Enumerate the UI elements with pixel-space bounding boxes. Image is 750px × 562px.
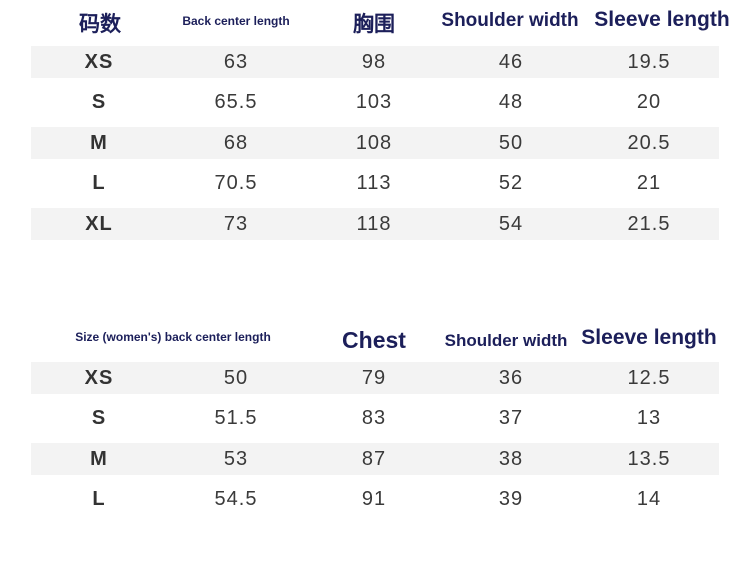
chest-cell: 108: [355, 132, 393, 154]
shoulder-cell: 50: [498, 132, 524, 154]
size-table-bottom: Size (women's) back center length Chest …: [0, 316, 750, 510]
back-length-cell: 50: [223, 367, 249, 389]
chest-cell: 79: [361, 367, 387, 389]
back-length-cell: 73: [223, 213, 249, 235]
back-length-cell: 70.5: [214, 172, 258, 194]
size-cell: XS: [84, 367, 114, 389]
table-row: XS 63 98 46 19.5: [31, 46, 719, 78]
shoulder-cell: 39: [498, 488, 524, 510]
shoulder-cell: 36: [498, 367, 524, 389]
size-table-top: 码数 Back center length 胸围 Shoulder width …: [0, 0, 750, 240]
shoulder-cell: 38: [498, 448, 524, 470]
header-sleeve-length: Sleeve length: [594, 8, 730, 31]
shoulder-cell: 54: [498, 213, 524, 235]
sleeve-cell: 21.5: [627, 213, 671, 235]
header-size: 码数: [79, 13, 121, 36]
header-shoulder-width: Shoulder width: [441, 10, 579, 31]
header-size-back-length: Size (women's) back center length: [75, 330, 271, 344]
back-length-cell: 54.5: [214, 488, 258, 510]
chest-cell: 98: [361, 51, 387, 73]
chest-cell: 118: [356, 213, 392, 235]
chest-cell: 91: [361, 488, 387, 510]
table-row: XL 73 118 54 21.5: [31, 208, 719, 240]
header-back-length: Back center length: [182, 14, 290, 28]
size-cell: XS: [84, 51, 114, 73]
shoulder-cell: 37: [498, 407, 524, 429]
size-cell: L: [92, 488, 106, 510]
shoulder-cell: 48: [498, 91, 524, 113]
sleeve-cell: 20: [636, 91, 662, 113]
header-sleeve-length: Sleeve length: [581, 326, 717, 349]
back-length-cell: 53: [223, 448, 249, 470]
table-row: M 68 108 50 20.5: [31, 127, 719, 159]
header-shoulder-width: Shoulder width: [444, 331, 568, 350]
shoulder-cell: 52: [498, 172, 524, 194]
chest-cell: 103: [355, 91, 393, 113]
sleeve-cell: 20.5: [627, 132, 671, 154]
header-chest: Chest: [342, 327, 406, 353]
table-header: 码数 Back center length 胸围 Shoulder width …: [0, 0, 750, 44]
sleeve-cell: 21: [636, 172, 662, 194]
chest-cell: 113: [356, 172, 392, 194]
back-length-cell: 51.5: [214, 407, 258, 429]
size-cell: S: [91, 91, 107, 113]
back-length-cell: 65.5: [214, 91, 258, 113]
sleeve-cell: 14: [636, 488, 662, 510]
size-cell: M: [90, 448, 108, 470]
sleeve-cell: 13.5: [627, 448, 671, 470]
sleeve-cell: 19.5: [627, 51, 671, 73]
chest-cell: 83: [361, 407, 387, 429]
back-length-cell: 63: [223, 51, 249, 73]
size-cell: S: [91, 407, 107, 429]
back-length-cell: 68: [223, 132, 249, 154]
sleeve-cell: 13: [636, 407, 662, 429]
header-chest: 胸围: [353, 13, 395, 36]
table-header: Size (women's) back center length Chest …: [0, 316, 750, 360]
table-row: M 53 87 38 13.5: [31, 443, 719, 475]
table-row: L 70.5 113 52 21: [31, 167, 719, 199]
shoulder-cell: 46: [498, 51, 524, 73]
chest-cell: 87: [361, 448, 387, 470]
size-cell: L: [92, 172, 106, 194]
size-cell: M: [90, 132, 108, 154]
table-row: S 51.5 83 37 13: [31, 402, 719, 434]
table-row: XS 50 79 36 12.5: [31, 362, 719, 394]
size-cell: XL: [85, 213, 113, 235]
sleeve-cell: 12.5: [627, 367, 671, 389]
table-row: S 65.5 103 48 20: [31, 86, 719, 118]
table-row: L 54.5 91 39 14: [31, 483, 719, 515]
